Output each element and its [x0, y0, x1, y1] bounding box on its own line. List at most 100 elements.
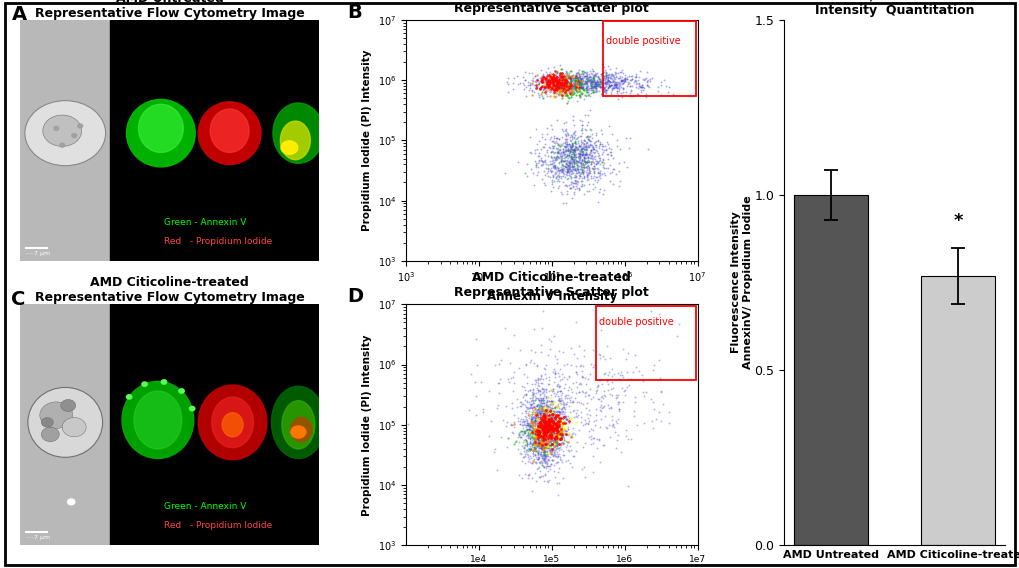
- Point: [607, 64, 624, 73]
- Point: [533, 403, 549, 412]
- Point: [525, 402, 541, 411]
- Point: [560, 139, 577, 148]
- Point: [562, 72, 579, 81]
- Point: [573, 84, 589, 93]
- Point: [529, 437, 545, 446]
- Point: [534, 441, 550, 450]
- Point: [569, 73, 585, 82]
- Point: [553, 80, 570, 89]
- Point: [530, 419, 546, 428]
- Point: [530, 438, 546, 448]
- Point: [555, 438, 572, 447]
- Point: [543, 450, 559, 459]
- Point: [518, 436, 534, 445]
- Point: [541, 344, 557, 353]
- Point: [527, 417, 543, 427]
- Point: [560, 161, 577, 170]
- Point: [593, 140, 609, 149]
- Point: [575, 155, 591, 164]
- Point: [552, 418, 569, 427]
- Point: [541, 437, 557, 446]
- Point: [526, 444, 542, 453]
- Point: [549, 80, 566, 89]
- Point: [538, 440, 554, 449]
- Point: [561, 72, 578, 81]
- Point: [547, 73, 564, 82]
- Point: [546, 70, 562, 80]
- Point: [539, 448, 555, 457]
- Point: [551, 144, 568, 153]
- Point: [597, 74, 613, 83]
- Point: [594, 82, 610, 91]
- Point: [552, 65, 569, 74]
- Point: [549, 81, 566, 90]
- Point: [530, 452, 546, 461]
- Point: [536, 180, 552, 189]
- Point: [560, 147, 577, 156]
- Point: [546, 430, 562, 439]
- Point: [533, 406, 549, 415]
- Point: [555, 74, 572, 83]
- Point: [585, 76, 601, 85]
- Point: [516, 438, 532, 447]
- Point: [535, 408, 551, 417]
- Point: [567, 78, 583, 87]
- Point: [536, 425, 552, 435]
- Point: [543, 426, 559, 435]
- Point: [523, 78, 539, 87]
- Point: [555, 142, 572, 151]
- Point: [519, 440, 535, 449]
- Point: [530, 463, 546, 472]
- Point: [568, 73, 584, 82]
- Point: [531, 415, 547, 424]
- Point: [562, 158, 579, 167]
- Point: [574, 159, 590, 168]
- Point: [538, 433, 554, 442]
- Point: [554, 424, 571, 433]
- Point: [534, 436, 550, 445]
- Point: [575, 77, 591, 86]
- Point: [577, 157, 593, 166]
- Point: [577, 150, 593, 159]
- Point: [582, 151, 598, 160]
- Point: [579, 169, 595, 178]
- Point: [555, 402, 572, 411]
- Point: [575, 139, 591, 148]
- Point: [560, 371, 577, 380]
- Point: [539, 412, 555, 421]
- Ellipse shape: [122, 381, 194, 458]
- Point: [524, 87, 540, 96]
- Point: [535, 437, 551, 446]
- Point: [541, 423, 557, 432]
- Point: [577, 419, 593, 428]
- Point: [546, 407, 562, 416]
- Point: [554, 414, 571, 423]
- Point: [528, 415, 544, 424]
- Point: [554, 414, 571, 423]
- Point: [511, 402, 527, 411]
- Point: [552, 456, 569, 465]
- Point: [522, 415, 538, 424]
- Point: [539, 417, 555, 427]
- Point: [553, 389, 570, 398]
- Point: [566, 147, 582, 156]
- Point: [540, 77, 556, 86]
- Point: [537, 431, 553, 440]
- Point: [529, 424, 545, 433]
- Point: [543, 147, 559, 156]
- Point: [579, 139, 595, 148]
- Point: [521, 443, 537, 452]
- Point: [524, 432, 540, 441]
- Point: [542, 91, 558, 101]
- Point: [528, 402, 544, 411]
- Point: [528, 81, 544, 90]
- Point: [533, 428, 549, 437]
- Point: [570, 87, 586, 96]
- Point: [548, 416, 565, 425]
- Point: [583, 64, 599, 73]
- Point: [531, 408, 547, 417]
- Point: [548, 79, 565, 88]
- Point: [544, 419, 560, 428]
- Point: [589, 69, 605, 78]
- Point: [537, 452, 553, 461]
